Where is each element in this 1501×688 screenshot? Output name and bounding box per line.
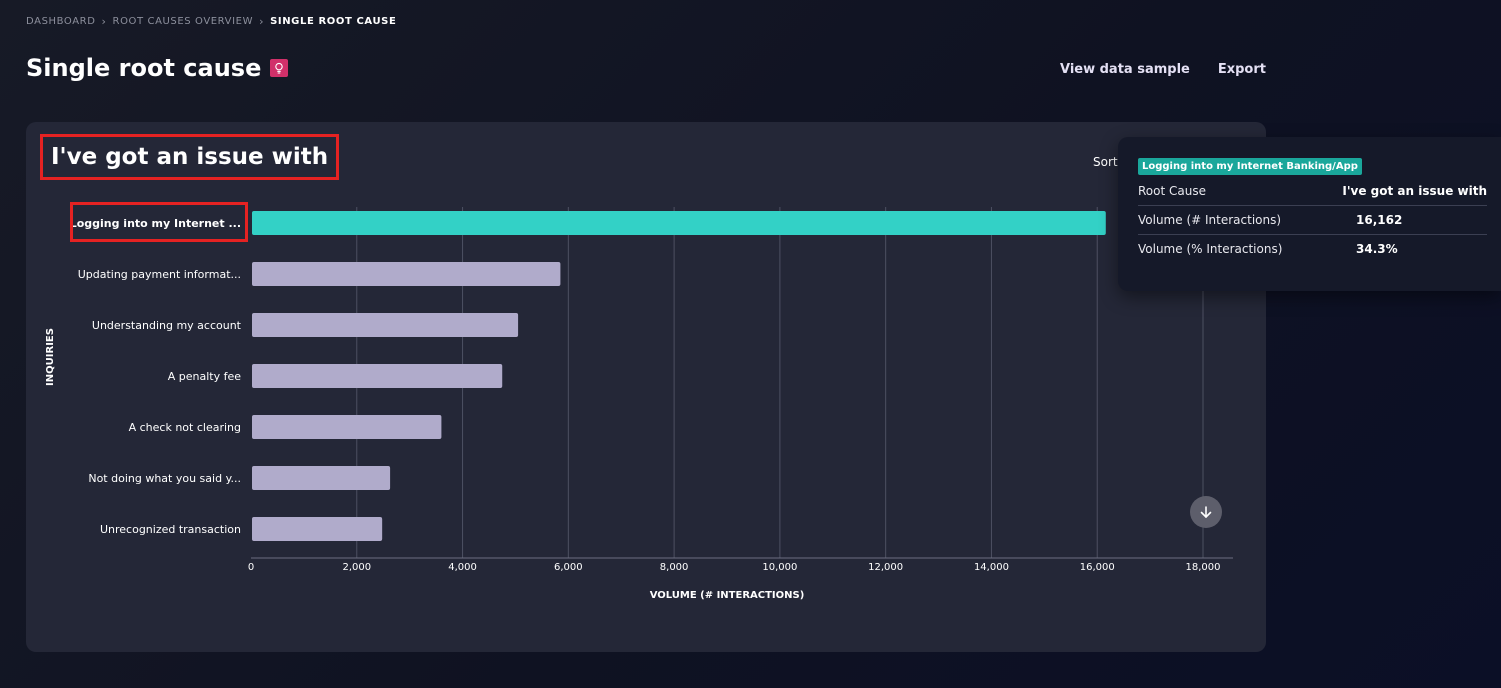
export-link[interactable]: Export [1217, 62, 1266, 77]
tooltip-value: 34.3% [1356, 241, 1398, 256]
category-label[interactable]: A check not clearing [129, 421, 241, 434]
tooltip-key: Volume (# Interactions) [1138, 212, 1282, 227]
view-data-sample-link[interactable]: View data sample [1059, 62, 1190, 77]
tooltip-value: I've got an issue with [1342, 183, 1487, 198]
lightbulb-icon[interactable] [270, 59, 289, 77]
sort-control[interactable]: Sort [1093, 155, 1118, 169]
tooltip-row: Root Cause I've got an issue with [1138, 176, 1487, 206]
category-label[interactable]: Updating payment informat... [78, 268, 241, 281]
x-tick-label: 10,000 [762, 562, 797, 573]
page-title: Single root cause [26, 54, 262, 82]
bar[interactable] [252, 466, 391, 490]
highlight-annotation-box [70, 202, 248, 242]
x-tick-label: 4,000 [448, 562, 477, 573]
tooltip-badge: Logging into my Internet Banking/App [1138, 158, 1362, 175]
tooltip-key: Volume (% Interactions) [1138, 241, 1283, 256]
header-actions: View data sample Export [1060, 62, 1266, 77]
page-title-container: Single root cause [26, 54, 289, 82]
bar[interactable] [252, 262, 561, 286]
category-label[interactable]: Logging into my Internet ... [70, 217, 241, 230]
bar-tooltip: Logging into my Internet Banking/App Roo… [1118, 137, 1501, 291]
bar-chart: 0 2,000 4,000 6,000 8,000 10,000 12,000 14,000 1… [45, 202, 1233, 601]
x-tick-label: 2,000 [342, 562, 371, 573]
y-axis-title: INQUIRIES [45, 328, 56, 386]
tooltip-value: 16,162 [1356, 212, 1403, 227]
tooltip-row: Volume (# Interactions) 16,162 [1138, 205, 1487, 235]
breadcrumb-item-root-causes[interactable]: ROOT CAUSES OVERVIEW [112, 16, 254, 27]
breadcrumb: DASHBOARD › ROOT CAUSES OVERVIEW › SINGL… [26, 15, 396, 28]
x-tick-label: 0 [248, 562, 254, 573]
x-tick-label: 14,000 [974, 562, 1009, 573]
bar[interactable] [252, 517, 383, 541]
x-tick-label: 18,000 [1186, 562, 1221, 573]
scroll-down-button[interactable] [1190, 496, 1222, 528]
category-label[interactable]: Not doing what you said y... [88, 472, 241, 485]
chart-card: I've got an issue with Sort 0 2,000 4,000 6… [26, 122, 1266, 652]
breadcrumb-item-dashboard[interactable]: DASHBOARD [26, 16, 96, 27]
category-label[interactable]: Unrecognized transaction [100, 523, 241, 536]
category-label[interactable]: Understanding my account [92, 319, 242, 332]
bar[interactable] [252, 313, 519, 337]
x-tick-label: 16,000 [1080, 562, 1115, 573]
bar[interactable] [252, 415, 442, 439]
bar[interactable] [252, 211, 1106, 235]
category-label[interactable]: A penalty fee [168, 370, 241, 383]
arrow-down-icon [1200, 506, 1212, 518]
tooltip-key: Root Cause [1138, 183, 1206, 198]
chevron-right-icon: › [101, 15, 107, 28]
x-tick-label: 6,000 [554, 562, 583, 573]
breadcrumb-current: SINGLE ROOT CAUSE [270, 16, 397, 27]
x-tick-label: 12,000 [868, 562, 903, 573]
x-axis-title: VOLUME (# INTERACTIONS) [650, 590, 805, 601]
chevron-right-icon: › [259, 15, 265, 28]
x-tick-label: 8,000 [660, 562, 689, 573]
tooltip-row: Volume (% Interactions) 34.3% [1138, 234, 1487, 263]
chart-title: I've got an issue with [40, 134, 340, 180]
bar[interactable] [252, 364, 503, 388]
